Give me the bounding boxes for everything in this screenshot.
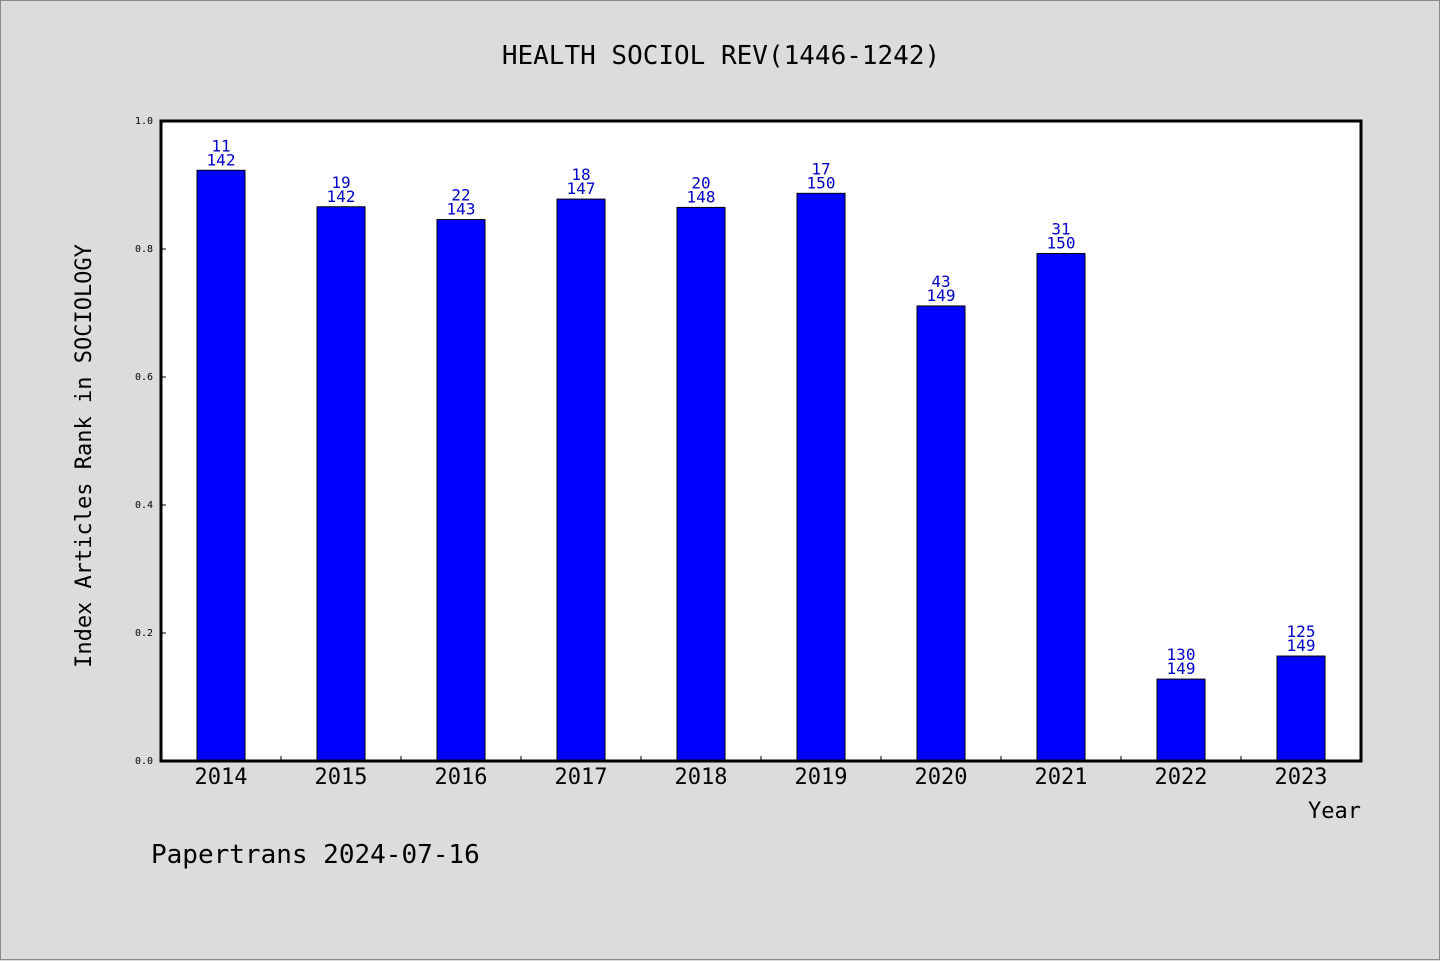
x-tick-label: 2023 [1275,765,1328,790]
bar-rank-label: 11 [211,136,230,155]
x-tick-label: 2018 [675,765,728,790]
bar-2019 [796,192,846,762]
bar-rank-label: 22 [451,186,470,205]
x-tick-label: 2020 [915,765,968,790]
x-axis-label: Year [1308,799,1361,824]
bar-total-label: 150 [807,173,836,192]
y-axis-label: Index Articles Rank in SOCIOLOGY [72,244,97,668]
chart-title: HEALTH SOCIOL REV(1446-1242) [502,41,940,71]
bar-total-label: 147 [567,179,596,198]
bar-2020 [916,305,966,762]
bar-rank-label: 43 [931,272,950,291]
bar-rank-label: 130 [1167,645,1196,664]
bar-2014 [196,169,246,762]
plot-border [159,119,1363,763]
bar-2018 [676,206,726,762]
x-tick-label: 2022 [1155,765,1208,790]
bar-total-label: 150 [1047,233,1076,252]
bar-total-label: 142 [207,150,236,169]
bar-rank-label: 19 [331,173,350,192]
bar-total-label: 143 [447,200,476,219]
x-axis: 2014 2015 2016 2017 2018 2019 2020 2021 2022 2023 [195,756,1328,790]
x-tick-label: 2016 [435,765,488,790]
x-tick-label: 2014 [195,765,248,790]
bar-2022 [1156,678,1206,762]
bar-total-label: 142 [327,187,356,206]
y-tick-label: 0.0 [135,756,153,767]
bar-2016 [436,219,486,762]
y-tick-label: 0.2 [135,628,153,639]
bar-2015 [316,206,366,762]
x-tick-label: 2017 [555,765,608,790]
bar-2023 [1276,655,1326,762]
bar-total-label: 148 [687,187,716,206]
y-tick-label: 0.4 [135,500,153,511]
bar-rank-label: 20 [691,173,710,192]
bar-rank-label: 125 [1287,622,1316,641]
bar-2021 [1036,252,1086,762]
y-tick-label: 1.0 [135,116,153,127]
bar-rank-label: 17 [811,159,830,178]
bar-2017 [556,198,606,762]
bar-total-label: 149 [1287,636,1316,655]
y-tick-label: 0.8 [135,244,153,255]
x-tick-label: 2015 [315,765,368,790]
bar-total-label: 149 [1167,659,1196,678]
bar-total-label: 149 [927,286,956,305]
x-tick-label: 2019 [795,765,848,790]
bar-rank-label: 31 [1051,219,1070,238]
bar-rank-label: 18 [571,165,590,184]
y-tick-label: 0.6 [135,372,153,383]
x-tick-label: 2021 [1035,765,1088,790]
footer-credit: Papertrans 2024-07-16 [151,840,480,870]
